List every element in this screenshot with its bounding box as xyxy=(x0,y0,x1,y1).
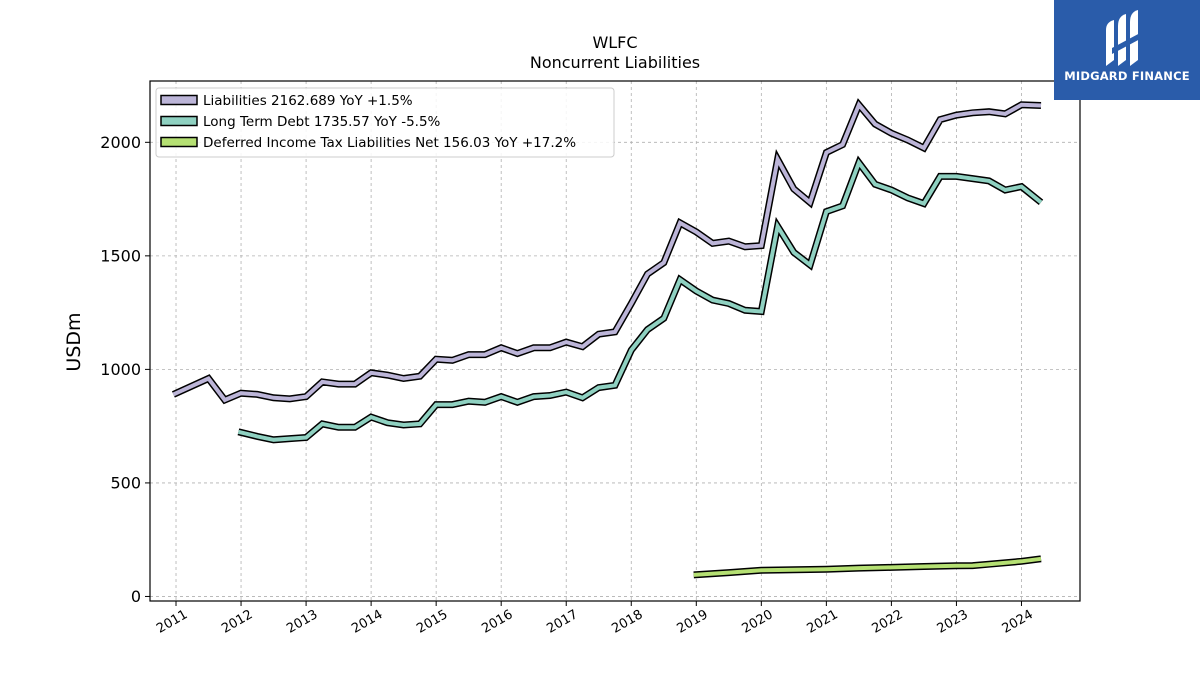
x-tick-label: 2020 xyxy=(739,607,775,637)
legend-swatch-2 xyxy=(160,136,198,148)
x-tick-label: 2015 xyxy=(414,607,450,637)
legend-entry-0: Liabilities 2162.689 YoY +1.5% xyxy=(203,93,413,109)
y-axis-ticks: 0 500 1000 1500 2000 xyxy=(100,133,150,606)
series-line-0 xyxy=(172,100,1042,403)
y-axis-label: USDm xyxy=(63,312,85,371)
x-tick-label: 2018 xyxy=(609,607,645,637)
legend-box xyxy=(155,87,615,158)
logo-text: MIDGARD FINANCE xyxy=(1064,69,1190,83)
chart-subtitle: Noncurrent Liabilities xyxy=(530,53,700,72)
y-tick-label: 500 xyxy=(110,473,141,492)
series-line-2 xyxy=(693,556,1042,577)
brand-logo: MIDGARD FINANCE xyxy=(1054,0,1200,100)
legend: Liabilities 2162.689 YoY +1.5% Long Term … xyxy=(155,87,615,158)
plot-series xyxy=(171,98,1044,579)
legend-swatch-0 xyxy=(160,94,198,106)
legend-entry-1: Long Term Debt 1735.57 YoY -5.5% xyxy=(203,114,441,130)
y-tick-label: 1500 xyxy=(100,246,141,265)
y-tick-label: 2000 xyxy=(100,133,141,152)
x-tick-label: 2016 xyxy=(479,607,515,637)
grid-lines xyxy=(150,81,1080,601)
x-axis-ticks: 2011 2012 2013 2014 2015 2016 2017 2018 2019 2020… xyxy=(154,601,1036,637)
logo-mark-icon xyxy=(1106,10,1142,66)
chart-title: WLFC xyxy=(592,33,637,52)
x-tick-label: 2014 xyxy=(349,607,385,637)
y-tick-label: 0 xyxy=(131,587,141,606)
x-tick-label: 2012 xyxy=(219,607,255,637)
legend-entry-2: Deferred Income Tax Liabilities Net 156.… xyxy=(203,135,576,151)
x-tick-label: 2011 xyxy=(154,607,190,637)
legend-swatch-1 xyxy=(160,115,198,127)
x-tick-label: 2013 xyxy=(284,607,320,637)
series-line-1 xyxy=(237,158,1043,442)
x-tick-label: 2023 xyxy=(935,607,971,637)
x-tick-label: 2024 xyxy=(1000,607,1036,637)
y-tick-label: 1000 xyxy=(100,360,141,379)
x-tick-label: 2019 xyxy=(674,607,710,637)
x-tick-label: 2021 xyxy=(805,607,841,637)
x-tick-label: 2017 xyxy=(544,607,580,637)
x-tick-label: 2022 xyxy=(870,607,906,637)
plot-frame xyxy=(149,80,1081,602)
